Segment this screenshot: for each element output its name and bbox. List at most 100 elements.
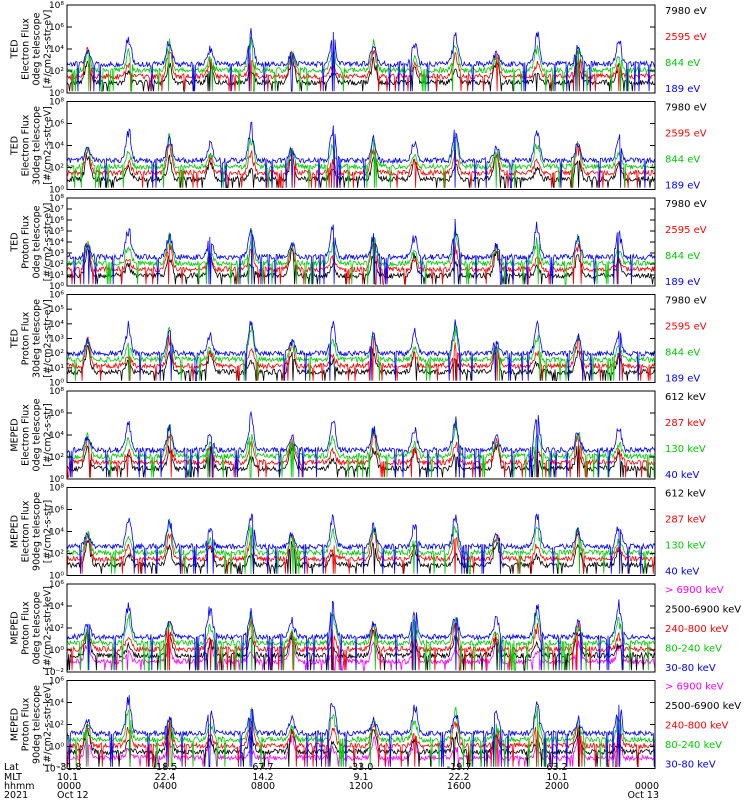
legend-entry: 844 eV (665, 348, 700, 359)
ylabel-line: Proton Flux (21, 215, 32, 269)
ytick-label: 10⁰ (49, 379, 64, 389)
ylabel: MEPED Electron Flux 90deg telescope [#/cm2-… (10, 492, 54, 571)
ylabel-line: 0deg telescope (32, 398, 43, 471)
ytick-label: 10⁻² (44, 765, 64, 775)
ylabel-line: 90deg telescope (32, 492, 43, 571)
ytick-label: 10⁰ (49, 282, 64, 292)
ylabel-line: Proton Flux (21, 601, 32, 655)
x-tick-label: 10.1 (57, 772, 78, 783)
ytick-label: 10⁶ (49, 23, 64, 33)
series-7-5 (66, 599, 656, 671)
legend-entry: 30-80 keV (665, 663, 716, 674)
legend-entry: 844 eV (665, 251, 700, 262)
x-tick-label: 2000 (545, 781, 569, 792)
x-tick-label: 0000 (635, 781, 659, 792)
ytick-label: 10¹ (49, 271, 64, 281)
x-tick-label: 1600 (447, 781, 471, 792)
ylabel-line: [#/cm2-s-str-eV] (43, 106, 54, 185)
ytick-label: 10⁴ (49, 602, 64, 612)
ytick-label: 10² (49, 260, 64, 270)
legend-entry: 2595 eV (665, 225, 707, 236)
legend-entry: 189 eV (665, 277, 700, 288)
ytick-label: 10³ (49, 249, 64, 259)
x-tick-label: -31.8 (57, 762, 82, 773)
ytick-label: 10² (49, 624, 64, 634)
ylabel-line: 30deg telescope (32, 106, 43, 185)
x-tick-label: 14.2 (252, 772, 273, 783)
ylabel-line: 0deg telescope (32, 205, 43, 278)
series-6-2 (66, 528, 656, 574)
legend-entry: 240-800 keV (665, 624, 729, 635)
ylabel-line: 0deg telescope (32, 591, 43, 664)
ytick-label: 10² (49, 349, 64, 359)
series-4-3 (66, 323, 655, 381)
ylabel: TED Electron Flux 0deg telescope [#/cm2-s-s… (10, 10, 54, 89)
legend-entry: 7980 eV (665, 6, 707, 17)
ytick-label: 10⁶ (49, 291, 64, 301)
ylabel: MEPED Proton Flux 90deg telescope [#/cm2-s-… (10, 683, 54, 767)
ytick-label: 10⁴ (49, 528, 64, 538)
series-2-2 (66, 141, 656, 189)
x-tick-label: -19.7 (447, 762, 472, 773)
legend-entry: 7980 eV (665, 296, 707, 307)
series-3-3 (66, 229, 656, 285)
ytick-label: 10⁰ (49, 89, 64, 99)
ytick-label: 10⁶ (49, 120, 64, 130)
series-7-2 (66, 629, 656, 671)
legend-entry: > 6900 keV (665, 682, 724, 693)
series-4-1 (66, 345, 656, 382)
legend-entry: 240-800 keV (665, 721, 729, 732)
ylabel-line: Electron Flux (21, 500, 32, 562)
series-1-2 (66, 46, 656, 92)
ytick-label: 10³ (49, 335, 64, 345)
legend-entry: 189 eV (665, 374, 700, 385)
x-tick-label: Oct 12 (57, 790, 89, 800)
legend-entry: 130 keV (665, 444, 706, 455)
legend-entry: 30-80 keV (665, 760, 716, 771)
ytick-label: 10⁰ (49, 186, 64, 196)
series-1-1 (66, 52, 656, 92)
legend-entry: 2595 eV (665, 32, 707, 43)
ytick-label: 10⁶ (49, 409, 64, 419)
x-tick-label: 0400 (153, 781, 177, 792)
x-tick-label: 1200 (349, 781, 373, 792)
ylabel-line: [#/cm2-s-str-keV] (43, 683, 54, 767)
legend-entry: 80-240 keV (665, 740, 722, 751)
legend-entry: 287 keV (665, 418, 706, 429)
ylabel-line: [#/cm2-s-str-eV] (43, 299, 54, 378)
x-row-label: hhmm (4, 781, 35, 792)
legend-entry: 130 keV (665, 541, 706, 552)
ytick-label: 10⁸ (49, 1, 64, 11)
x-tick-label: -33.0 (349, 762, 374, 773)
legend-entry: 40 keV (665, 470, 699, 481)
ytick-label: 10⁴ (49, 142, 64, 152)
ylabel-line: TED (10, 39, 21, 59)
panel-frame (66, 487, 656, 576)
ylabel-line: TED (10, 136, 21, 156)
ytick-label: 10² (49, 67, 64, 77)
legend-entry: 2595 eV (665, 322, 707, 333)
ylabel-line: [#/cm2-s-str-eV] (43, 10, 54, 89)
ytick-label: 10⁵ (49, 227, 64, 237)
ytick-label: 10⁶ (49, 506, 64, 516)
series-5-2 (66, 429, 656, 478)
x-row-label: MLT (4, 772, 22, 783)
x-tick-label: 63.2 (546, 762, 567, 773)
ytick-label: 10⁷ (49, 205, 64, 215)
ylabel-line: Electron Flux (21, 114, 32, 176)
ylabel: TED Proton Flux 0deg telescope [#/cm2-s-str… (10, 203, 54, 282)
panel-frame (66, 101, 656, 190)
x-tick-label: 22.2 (448, 772, 469, 783)
ytick-label: 10² (49, 721, 64, 731)
ytick-label: 10⁸ (49, 98, 64, 108)
x-tick-label: 9.1 (353, 772, 368, 783)
ylabel-line: Electron Flux (21, 18, 32, 80)
ytick-label: 10² (49, 550, 64, 560)
